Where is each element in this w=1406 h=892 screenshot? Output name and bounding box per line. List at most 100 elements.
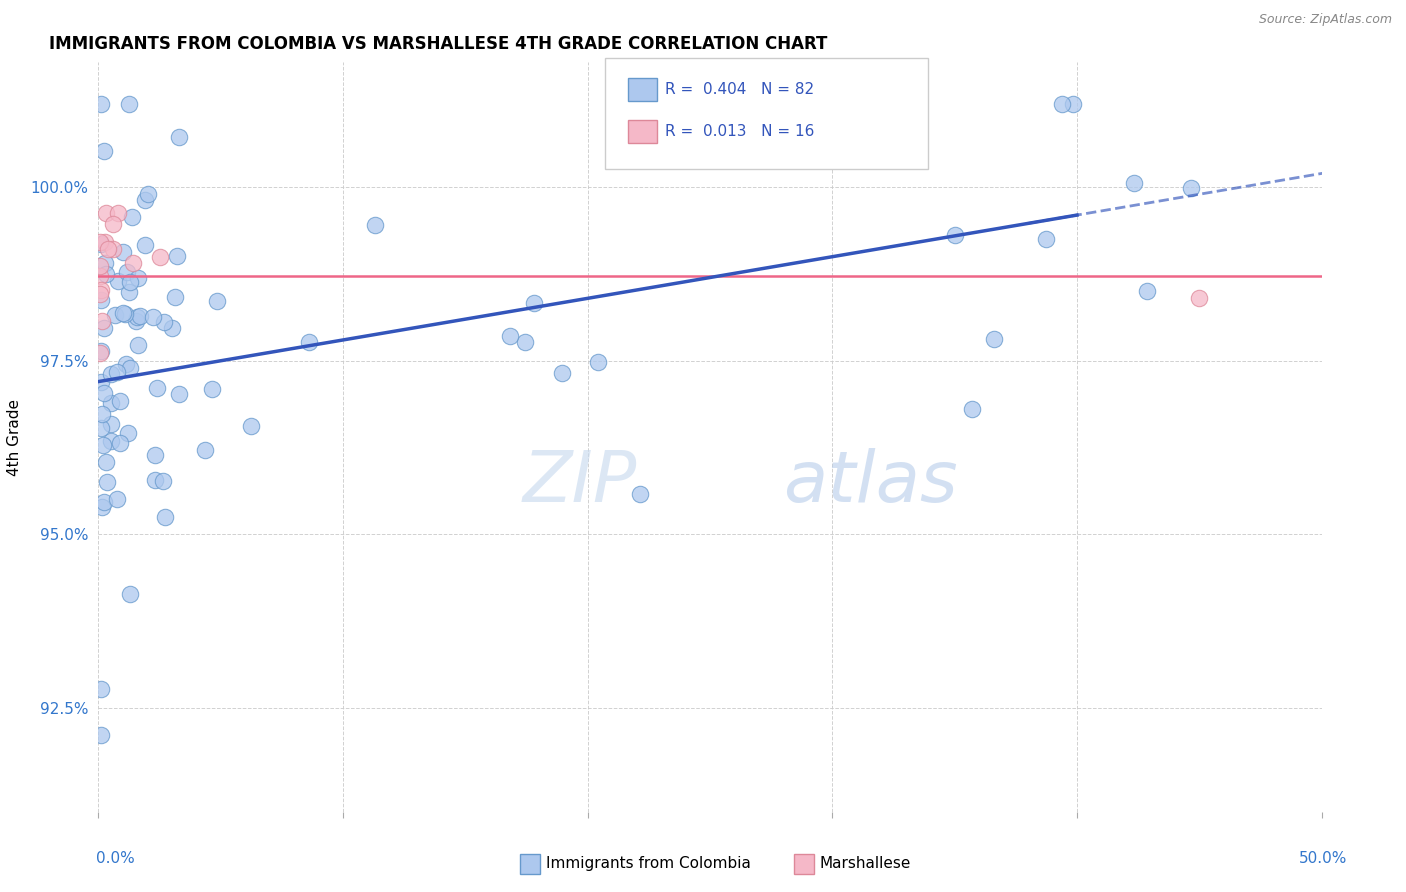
Point (100, 367, 122, 381)
Point (167, 387, 190, 401)
Point (90, 682, 112, 697)
Point (117, 425, 139, 440)
Point (960, 402, 983, 417)
Text: atlas: atlas (783, 448, 957, 516)
Point (101, 243, 124, 257)
Point (138, 187, 160, 202)
Point (523, 295, 546, 310)
Point (983, 332, 1005, 346)
Point (155, 509, 177, 524)
Point (112, 306, 135, 320)
Point (114, 307, 136, 321)
Point (1062, 97, 1084, 112)
Text: 50.0%: 50.0% (1299, 851, 1347, 865)
Point (89, 260, 111, 274)
Point (105, 492, 128, 507)
Text: Source: ZipAtlas.com: Source: ZipAtlas.com (1258, 13, 1392, 27)
Point (121, 211, 143, 225)
Point (1188, 291, 1211, 305)
Point (115, 357, 138, 371)
Point (515, 334, 537, 349)
Point (146, 381, 169, 395)
Point (152, 315, 174, 329)
Text: Marshallese: Marshallese (820, 856, 911, 871)
Point (120, 275, 142, 289)
Point (143, 448, 166, 462)
Point (120, 587, 142, 601)
Point (586, 354, 609, 368)
Point (128, 310, 150, 324)
Point (90, 293, 112, 308)
Point (134, 193, 156, 207)
Point (96, 455, 118, 469)
Point (149, 250, 172, 264)
Point (551, 366, 574, 380)
Point (100, 417, 122, 431)
Point (122, 256, 145, 270)
Y-axis label: 4th Grade: 4th Grade (7, 399, 22, 475)
Point (90, 407, 112, 421)
Point (167, 130, 190, 145)
Point (124, 314, 146, 328)
Point (201, 382, 224, 396)
Point (90, 314, 112, 328)
Point (107, 205, 129, 219)
Point (93, 386, 115, 401)
Text: 0.0%: 0.0% (96, 851, 135, 865)
Point (90, 283, 112, 297)
Point (498, 328, 520, 343)
Point (1052, 97, 1074, 112)
Point (298, 335, 321, 350)
Point (93, 144, 115, 158)
Point (1136, 284, 1159, 298)
Point (94, 256, 117, 270)
Point (628, 487, 651, 501)
Point (142, 310, 165, 324)
Text: IMMIGRANTS FROM COLOMBIA VS MARSHALLESE 4TH GRADE CORRELATION CHART: IMMIGRANTS FROM COLOMBIA VS MARSHALLESE … (49, 35, 828, 53)
Point (90, 420, 112, 434)
Point (207, 294, 229, 309)
Point (90, 97, 112, 112)
Point (93, 321, 115, 335)
Point (127, 310, 149, 325)
Point (107, 274, 129, 288)
Point (943, 228, 966, 243)
Point (96, 267, 118, 281)
Point (94, 206, 117, 220)
Point (111, 244, 134, 259)
Point (127, 270, 149, 285)
Point (152, 474, 174, 488)
Point (165, 290, 187, 304)
Point (90, 500, 112, 514)
Point (90, 344, 112, 359)
Point (89, 269, 111, 284)
Point (91, 438, 114, 452)
Point (105, 366, 128, 380)
Point (89, 235, 111, 250)
Point (134, 238, 156, 252)
Point (104, 308, 127, 322)
Point (117, 265, 139, 279)
Point (118, 97, 141, 112)
Point (94, 235, 117, 249)
Point (93, 494, 115, 508)
Point (89, 345, 111, 359)
Point (90, 375, 112, 389)
Point (97, 242, 120, 256)
Point (101, 217, 124, 231)
Point (89, 287, 111, 301)
Point (96, 475, 118, 489)
Text: ZIP: ZIP (522, 448, 637, 516)
Point (240, 418, 263, 433)
Point (118, 285, 141, 300)
Point (194, 443, 217, 458)
Point (90, 237, 112, 252)
Point (160, 321, 183, 335)
Text: R =  0.404   N = 82: R = 0.404 N = 82 (665, 82, 814, 96)
Point (364, 218, 387, 232)
Point (166, 250, 188, 264)
Point (118, 360, 141, 375)
Point (90, 728, 112, 742)
Point (145, 473, 167, 487)
Text: Immigrants from Colombia: Immigrants from Colombia (546, 856, 751, 871)
